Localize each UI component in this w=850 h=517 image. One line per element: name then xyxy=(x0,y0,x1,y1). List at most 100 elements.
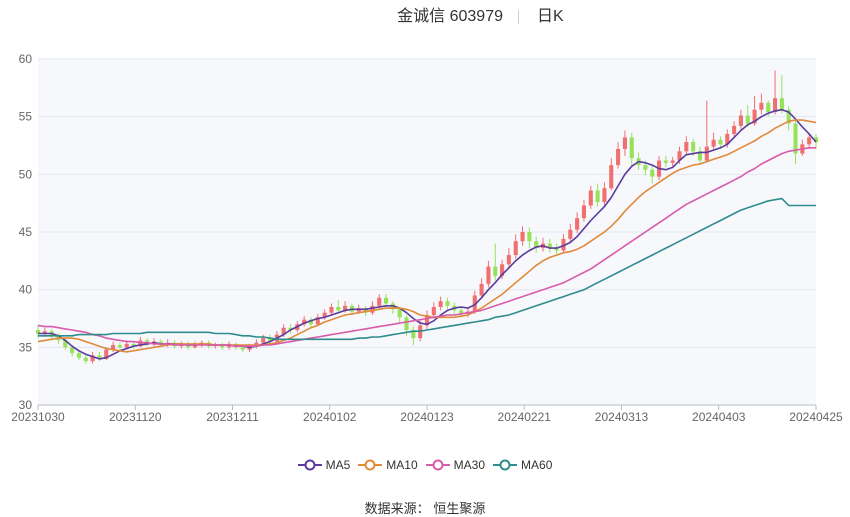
candle-body xyxy=(527,232,532,242)
candle-body xyxy=(83,357,88,362)
candle-body xyxy=(343,305,348,311)
candle-body xyxy=(677,151,682,161)
candle-body xyxy=(629,137,634,159)
candle-body xyxy=(786,109,791,124)
legend-label: MA60 xyxy=(521,458,553,472)
candle-body xyxy=(384,297,389,304)
legend-label: MA5 xyxy=(325,458,351,472)
candle-body xyxy=(725,133,730,145)
legend-item-ma60[interactable]: MA60 xyxy=(493,458,552,472)
candle-body xyxy=(779,98,784,110)
y-tick-label: 40 xyxy=(19,283,33,297)
candle-body xyxy=(288,327,293,331)
y-tick-label: 45 xyxy=(19,225,33,239)
x-tick-label: 20231211 xyxy=(206,410,259,424)
candle-body xyxy=(302,319,307,325)
candle-body xyxy=(773,98,778,113)
candle-body xyxy=(500,264,505,276)
candle-body xyxy=(438,301,443,307)
y-tick-label: 50 xyxy=(19,167,33,181)
x-tick-label: 20240313 xyxy=(595,410,649,424)
candle-body xyxy=(479,283,484,296)
candle-body xyxy=(813,137,819,143)
candle-body xyxy=(397,309,402,318)
candle-body xyxy=(445,301,450,306)
candle-body xyxy=(759,102,764,110)
candle-body xyxy=(745,115,750,124)
x-tick-label: 20240221 xyxy=(498,410,552,424)
candle-body xyxy=(581,205,587,219)
ma-line-ma30 xyxy=(37,147,816,347)
x-tick-label: 20240403 xyxy=(692,410,746,424)
candle-body xyxy=(588,190,593,206)
legend-item-ma30[interactable]: MA30 xyxy=(425,458,486,472)
candle-body xyxy=(63,340,68,348)
candle-body xyxy=(370,305,375,313)
candle-body xyxy=(90,355,95,362)
candle-body xyxy=(424,315,430,326)
candle-body xyxy=(752,109,757,124)
candle-body xyxy=(104,349,109,359)
candle-body xyxy=(322,312,327,318)
candle-body xyxy=(691,142,696,152)
y-tick-label: 55 xyxy=(19,110,33,124)
candle-body xyxy=(506,255,511,265)
candle-body xyxy=(807,137,812,145)
legend-marker-icon xyxy=(358,459,383,471)
chart-title: 金诚信 603979 xyxy=(397,8,503,25)
candle-body xyxy=(431,306,436,316)
candle-body xyxy=(684,142,689,152)
candle-body xyxy=(561,238,566,251)
data-source: 数据来源： 恒生聚源 xyxy=(0,498,850,517)
data-source-value: 恒生聚源 xyxy=(433,501,486,516)
candle-body xyxy=(111,345,116,350)
candle-body xyxy=(793,123,798,154)
candle-body xyxy=(602,188,607,203)
legend-item-ma5[interactable]: MA5 xyxy=(297,458,351,472)
x-tick-label: 20231030 xyxy=(11,410,65,424)
legend-item-ma10[interactable]: MA10 xyxy=(358,458,418,472)
candle-body xyxy=(711,139,716,147)
legend-marker-icon xyxy=(493,459,518,471)
chart-title-bar: 金诚信 603979 日K xyxy=(0,6,850,28)
candle-body xyxy=(261,338,266,343)
x-tick-label: 20231120 xyxy=(109,410,162,424)
candle-body xyxy=(124,343,129,348)
candle-body xyxy=(363,308,368,313)
candle-body xyxy=(192,345,198,348)
y-tick-label: 60 xyxy=(19,52,33,66)
candle-body xyxy=(329,306,334,313)
candle-body xyxy=(609,165,614,189)
legend-label: MA30 xyxy=(453,458,486,472)
legend-label: MA10 xyxy=(386,458,418,472)
ma-line-ma10 xyxy=(37,119,817,353)
candle-body xyxy=(76,353,81,358)
candle-body xyxy=(493,266,498,276)
candle-body xyxy=(732,125,737,134)
candle-body xyxy=(411,330,416,339)
candle-body xyxy=(568,229,573,239)
ma-line-ma60 xyxy=(38,197,816,341)
candle-body xyxy=(554,248,559,251)
data-source-label: 数据来源： xyxy=(364,501,430,516)
candle-body xyxy=(547,243,552,249)
candle-body xyxy=(738,115,743,126)
candle-body xyxy=(595,190,600,203)
chart-legend: MA5 MA10 MA30 MA60 xyxy=(0,458,850,476)
candle-body xyxy=(622,137,627,149)
y-tick-label: 35 xyxy=(19,340,33,354)
candle-body xyxy=(117,345,122,348)
candle-body xyxy=(35,330,41,334)
candle-body xyxy=(308,319,314,325)
candle-body xyxy=(240,347,245,350)
candle-body xyxy=(131,343,136,347)
candle-body xyxy=(650,169,655,177)
candle-body xyxy=(697,151,703,161)
candle-body xyxy=(281,327,286,335)
candle-body xyxy=(534,241,539,249)
candle-body xyxy=(267,338,273,342)
y-tick-label: 30 xyxy=(19,398,33,412)
candle-body xyxy=(42,331,47,334)
candle-body xyxy=(766,102,771,113)
